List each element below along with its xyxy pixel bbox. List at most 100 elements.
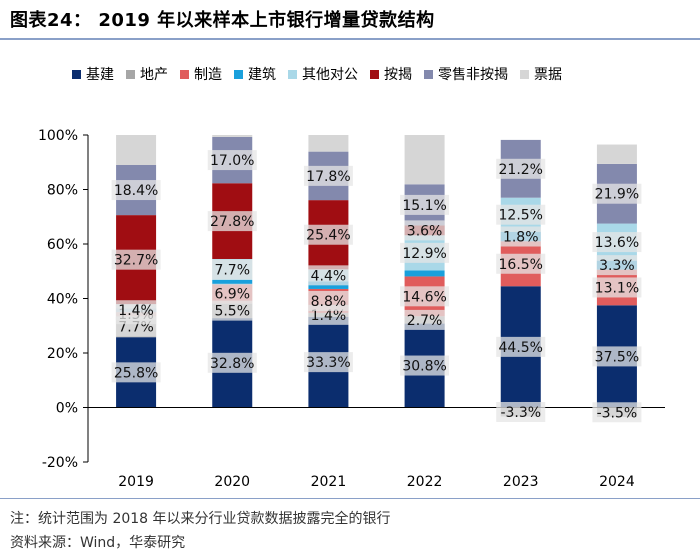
data-label: 17.8% [306,169,350,185]
legend-label: 基建 [86,67,114,83]
bar-segment [596,144,637,164]
data-label: 13.6% [595,235,639,251]
data-label-bg [496,158,546,179]
bar-segment [116,135,157,165]
x-tick-label: 2023 [503,474,539,490]
legend-swatch [180,69,189,79]
x-tick-label: 2020 [214,474,250,490]
x-tick-label: 2021 [311,474,347,490]
data-label-bg [308,290,349,311]
data-label-bg [111,180,161,201]
legend: 基建 地产 制造 建筑 其他对公 按揭 零售非按揭 票据 [72,64,562,84]
x-tick-label: 2019 [118,474,154,490]
legend-item: 零售非按揭 [424,64,508,84]
data-label-bg [496,336,546,357]
bar-segment [404,270,445,277]
legend-item: 基建 [72,64,114,84]
y-tick-label: 60% [47,237,78,253]
legend-item: 地产 [126,64,168,84]
data-label-bg [592,232,642,253]
data-label: 27.8% [210,214,254,230]
data-label: -3.3% [500,405,541,421]
data-label-bg [592,402,642,423]
data-label: 18.4% [114,183,158,199]
data-label: 5.5% [214,304,250,320]
legend-swatch [424,69,433,79]
legend-item: 票据 [520,64,562,84]
bar-segment [308,135,349,152]
x-tick-label: 2022 [407,474,443,490]
data-label: 25.4% [306,228,350,244]
legend-label: 制造 [194,67,222,83]
data-label-bg [404,220,445,241]
footnote: 注：统计范围为 2018 年以来分行业贷款数据披露完全的银行 [10,511,391,527]
data-label-bg [115,300,157,321]
data-label-bg [500,226,541,247]
data-label: 30.8% [402,359,446,375]
data-label-bg [400,355,450,376]
legend-label: 零售非按揭 [438,67,508,83]
data-label-bg [596,255,638,276]
data-label-bg [303,165,353,186]
data-label: 2.7% [407,313,443,329]
bar-segment [212,135,253,137]
legend-item: 建筑 [234,64,276,84]
data-label: 7.7% [214,262,250,278]
title-divider [0,38,700,40]
data-label: 16.5% [499,257,543,273]
legend-item: 制造 [180,64,222,84]
legend-swatch [126,69,135,79]
data-label-bg [212,283,253,304]
data-label: 13.1% [595,280,639,296]
y-tick-label: 80% [47,183,78,199]
data-label-bg [400,242,450,263]
legend-swatch [370,69,379,79]
data-label: 17.0% [210,153,254,169]
data-label: 3.3% [599,258,635,274]
chart-title: 图表24： 2019 年以来样本上市银行增量贷款结构 [10,10,435,31]
data-label: 32.7% [114,253,158,269]
y-tick-label: 40% [47,292,78,308]
bar-segment [404,135,445,185]
data-label-bg [592,183,642,204]
legend-label: 票据 [534,67,562,83]
data-label: 4.4% [311,268,347,284]
data-label: 8.8% [311,294,347,310]
data-label-bg [207,352,257,373]
data-label: 14.6% [402,289,446,305]
data-label: 1.4% [118,303,154,319]
data-label: 6.9% [214,287,250,303]
legend-item: 按揭 [370,64,412,84]
legend-swatch [520,69,529,79]
data-label: -3.5% [597,405,638,421]
data-label-bg [400,194,450,215]
footer-divider [0,498,700,499]
data-label-bg [303,224,353,245]
data-label: 37.5% [595,349,639,365]
y-tick-label: 100% [38,128,78,144]
legend-label: 其他对公 [302,67,358,83]
data-label: 33.3% [306,355,350,371]
data-label: 12.5% [499,208,543,224]
legend-label: 按揭 [384,67,412,83]
data-label-bg [207,211,257,232]
data-label-bg [592,346,642,367]
data-label-bg [496,401,546,422]
data-label: 15.1% [402,198,446,214]
data-label-bg [212,259,253,280]
x-tick-label: 2024 [599,474,635,490]
data-label: 1.4% [311,308,347,324]
data-label: 44.5% [499,340,543,356]
data-label-bg [212,300,253,321]
data-label: 25.8% [114,365,158,381]
y-tick-label: 0% [56,401,78,417]
legend-item: 其他对公 [288,64,358,84]
data-label-bg [404,309,445,330]
legend-swatch [72,69,81,79]
data-label: 1.8% [503,230,539,246]
data-label-bg [400,286,450,307]
bar-segment [212,279,253,285]
data-label: 32.8% [210,356,254,372]
data-label: 21.9% [595,187,639,203]
data-label-bg [303,352,353,373]
